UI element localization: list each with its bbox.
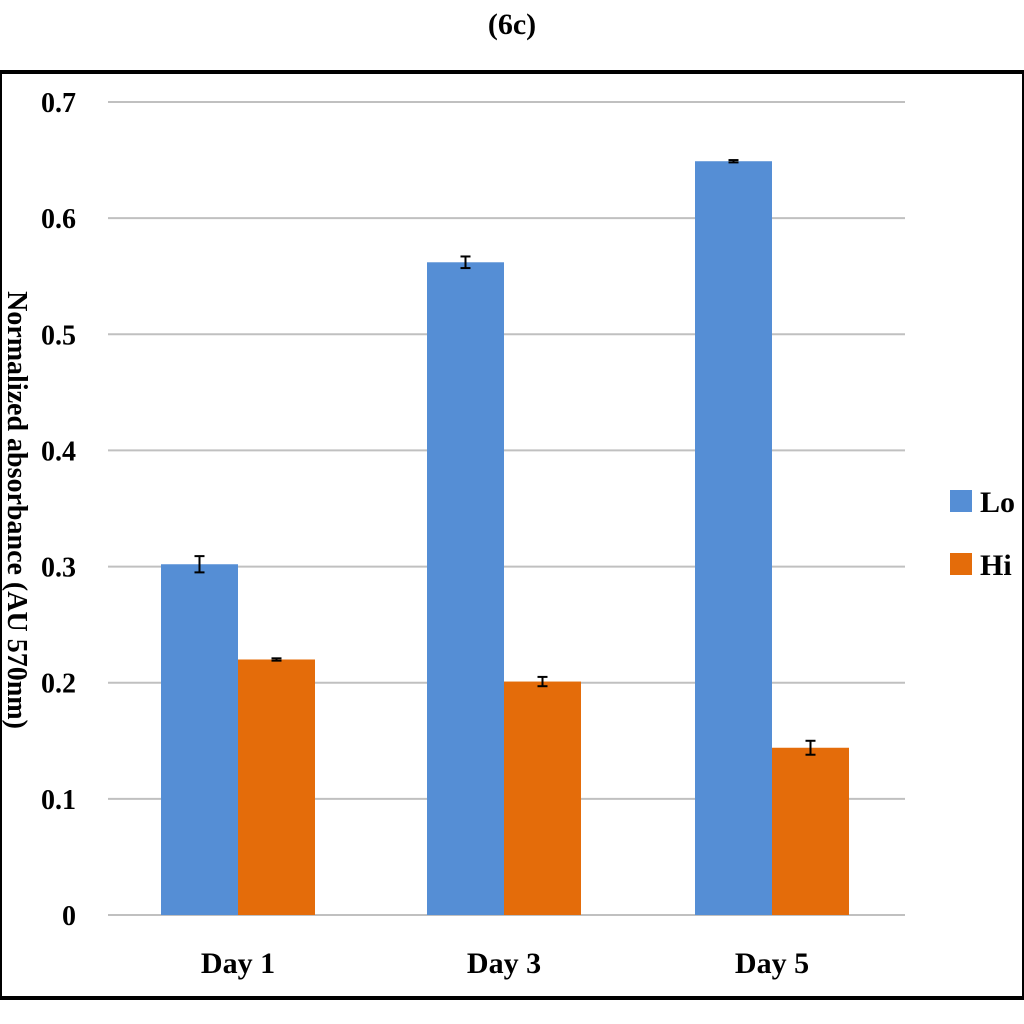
legend-label: Hi (980, 549, 1012, 582)
bar-series2 (772, 747, 849, 915)
y-tick-label: 0 (62, 901, 76, 932)
bar-series1 (161, 564, 238, 915)
bar-series2 (238, 659, 315, 915)
y-tick-label: 0.1 (41, 785, 76, 816)
error-bars (194, 159, 816, 756)
bars (161, 161, 849, 916)
chart-frame: 0 0.1 0.2 0.3 0.4 0.5 0.6 0.7 Day 1 Day 3 Day 5 N… (0, 70, 1024, 1000)
y-tick-label: 0.5 (41, 320, 76, 351)
y-tick-label: 0.4 (41, 436, 76, 467)
y-tick-label: 0.6 (41, 204, 76, 235)
x-tick-label: Day 5 (735, 947, 809, 980)
x-tick-label: Day 1 (201, 947, 275, 980)
legend-swatch (950, 490, 972, 512)
y-tick-label: 0.2 (41, 669, 76, 700)
x-tick-labels: Day 1 Day 3 Day 5 (201, 947, 809, 980)
y-tick-labels: 0 0.1 0.2 0.3 0.4 0.5 0.6 0.7 (41, 88, 76, 932)
bar-series1 (427, 262, 504, 916)
y-axis-label: Normalized absorbance (AU 570nm) (1, 291, 32, 729)
legend-label: Lo (980, 486, 1015, 519)
figure-label: (6c) (487, 8, 537, 41)
y-tick-label: 0.3 (41, 553, 76, 584)
y-tick-label: 0.7 (41, 88, 76, 119)
bar-series1 (695, 161, 772, 916)
legend: Lo Hi (950, 486, 1015, 582)
bar-series2 (504, 681, 581, 915)
x-tick-label: Day 3 (467, 947, 541, 980)
legend-swatch (950, 553, 972, 575)
